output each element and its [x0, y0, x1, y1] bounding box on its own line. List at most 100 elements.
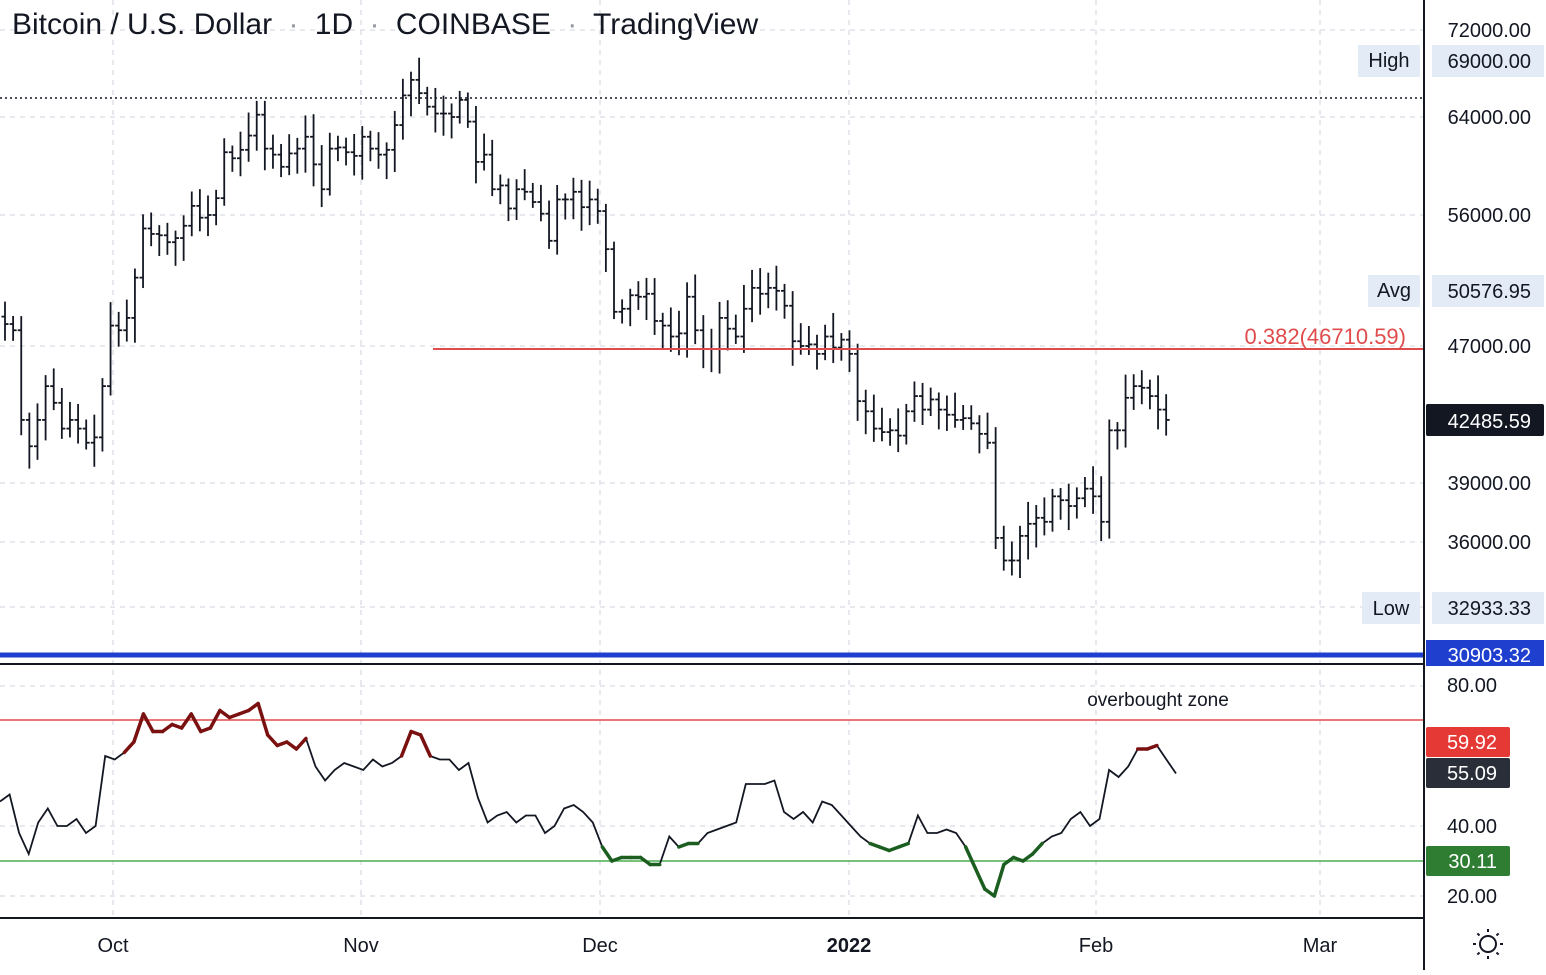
- ohlc-bar: [188, 191, 196, 237]
- rsi-highlight-segment: [399, 729, 413, 758]
- ohlc-bar: [1016, 525, 1024, 578]
- ohlc-bar: [1081, 476, 1089, 508]
- ohlc-bar: [667, 307, 675, 352]
- ohlc-bar: [781, 283, 789, 319]
- time-label: Dec: [582, 935, 618, 957]
- rsi-highlight-segment: [141, 712, 155, 734]
- price-tick: 72000.00: [1448, 20, 1531, 42]
- platform: TradingView: [593, 8, 758, 41]
- time-axis[interactable]: Oct Nov Dec 2022 Feb Mar: [97, 935, 1337, 957]
- ohlc-bar: [513, 179, 521, 220]
- rsi-highlight-segment: [983, 887, 997, 898]
- ohlc-bar: [163, 222, 171, 255]
- ohlc-bar: [984, 412, 992, 450]
- ohlc-bar: [172, 230, 180, 266]
- rsi-highlight-segment: [218, 708, 232, 720]
- ohlc-bar: [342, 137, 350, 166]
- high-value-bg: [1432, 45, 1544, 77]
- chart-header: Bitcoin / U.S. Dollar · 1D · COINBASE · …: [12, 8, 758, 41]
- rsi-tick: 20.00: [1447, 886, 1497, 908]
- rsi-highlight-segment: [1002, 855, 1016, 867]
- ohlc-bar: [383, 142, 391, 180]
- ohlc-bar: [228, 145, 236, 172]
- rsi-lower-tag: 30.11: [1448, 851, 1497, 873]
- ohlc-bar: [691, 274, 699, 345]
- ohlc-bar: [423, 86, 431, 116]
- time-label: Oct: [97, 935, 129, 957]
- price-tick: 64000.00: [1448, 107, 1531, 129]
- ohlc-bar: [431, 87, 439, 133]
- ohlc-bar: [837, 333, 845, 361]
- sun-gear-icon[interactable]: [1473, 929, 1503, 959]
- low-value: 32933.33: [1448, 598, 1531, 620]
- ohlc-bar: [98, 378, 106, 452]
- ohlc-bar: [1065, 483, 1073, 531]
- ohlc-bar: [139, 214, 147, 289]
- ohlc-bar: [1048, 488, 1056, 532]
- ohlc-bar: [626, 288, 634, 327]
- ohlc-bar: [545, 200, 553, 249]
- ohlc-bar: [318, 145, 326, 208]
- price-tick: 47000.00: [1448, 336, 1531, 358]
- time-label: 2022: [827, 935, 872, 957]
- ohlc-bar: [561, 193, 569, 220]
- rsi-highlight-segment: [246, 701, 260, 713]
- ohlc-bar: [910, 381, 918, 422]
- high-label: High: [1368, 50, 1409, 72]
- ohlc-bar: [448, 103, 456, 139]
- ohlc-bar: [927, 387, 935, 417]
- avg-value-bg: [1432, 275, 1544, 307]
- ohlc-bar: [813, 334, 821, 370]
- ohlc-bar: [537, 184, 545, 222]
- last-price: 42485.59: [1448, 411, 1531, 433]
- ohlc-bar: [464, 92, 472, 128]
- ohlc-bar: [1000, 525, 1008, 571]
- rsi-highlight-segment: [160, 722, 174, 734]
- ohlc-bar: [301, 115, 309, 173]
- ohlc-bar: [504, 178, 512, 222]
- rsi-highlight-segment: [1145, 743, 1159, 751]
- interval: 1D: [315, 8, 353, 41]
- ohlc-bar: [959, 404, 967, 430]
- fib-label: 0.382(46710.59): [1245, 324, 1406, 349]
- rsi-highlight-segment: [265, 733, 280, 748]
- ohlc-bar: [269, 134, 277, 169]
- ohlc-bar: [123, 299, 131, 342]
- low-value-bg: [1432, 592, 1544, 624]
- ohlc-bar: [220, 138, 228, 206]
- rsi-highlight-segment: [285, 740, 299, 751]
- ohlc-bar: [1089, 466, 1097, 514]
- ohlc-bar: [1024, 501, 1032, 560]
- rsi-upper-tag-bg: [1426, 727, 1510, 757]
- ohlc-bar: [943, 395, 951, 431]
- ohlc-bar: [90, 414, 98, 467]
- ohlc-bar: [854, 343, 862, 421]
- ohlc-bar: [236, 131, 244, 177]
- time-label: Feb: [1079, 935, 1113, 957]
- ohlc-bar: [25, 412, 33, 469]
- ohlc-bar: [180, 215, 188, 261]
- price-axis[interactable]: 72000.00 64000.00 56000.00 47000.00 3900…: [1358, 20, 1544, 908]
- ohlc-bar: [756, 268, 764, 315]
- ohlc-bar: [1162, 394, 1170, 436]
- ohlc-bar: [326, 132, 334, 196]
- ohlc-bar: [391, 110, 399, 173]
- rsi-highlight-segment: [189, 712, 203, 734]
- ohlc-bar: [17, 316, 25, 436]
- ohlc-bar: [748, 269, 756, 323]
- rsi-last-tag: 55.09: [1447, 763, 1497, 785]
- ohlc-bar: [253, 100, 261, 151]
- ohlc-bar: [992, 427, 1000, 549]
- ohlc-bar: [675, 310, 683, 356]
- rsi-highlight-segment: [638, 855, 652, 867]
- rsi-highlight-segment: [963, 845, 977, 870]
- rsi-highlight-segment: [896, 841, 911, 849]
- ohlc-bar: [634, 281, 642, 310]
- ohlc-bar: [870, 394, 878, 442]
- overbought-annotation: overbought zone: [1087, 690, 1229, 711]
- ohlc-bar: [862, 389, 870, 435]
- ohlc-bar: [1130, 374, 1138, 410]
- ohlc-bar: [277, 144, 285, 178]
